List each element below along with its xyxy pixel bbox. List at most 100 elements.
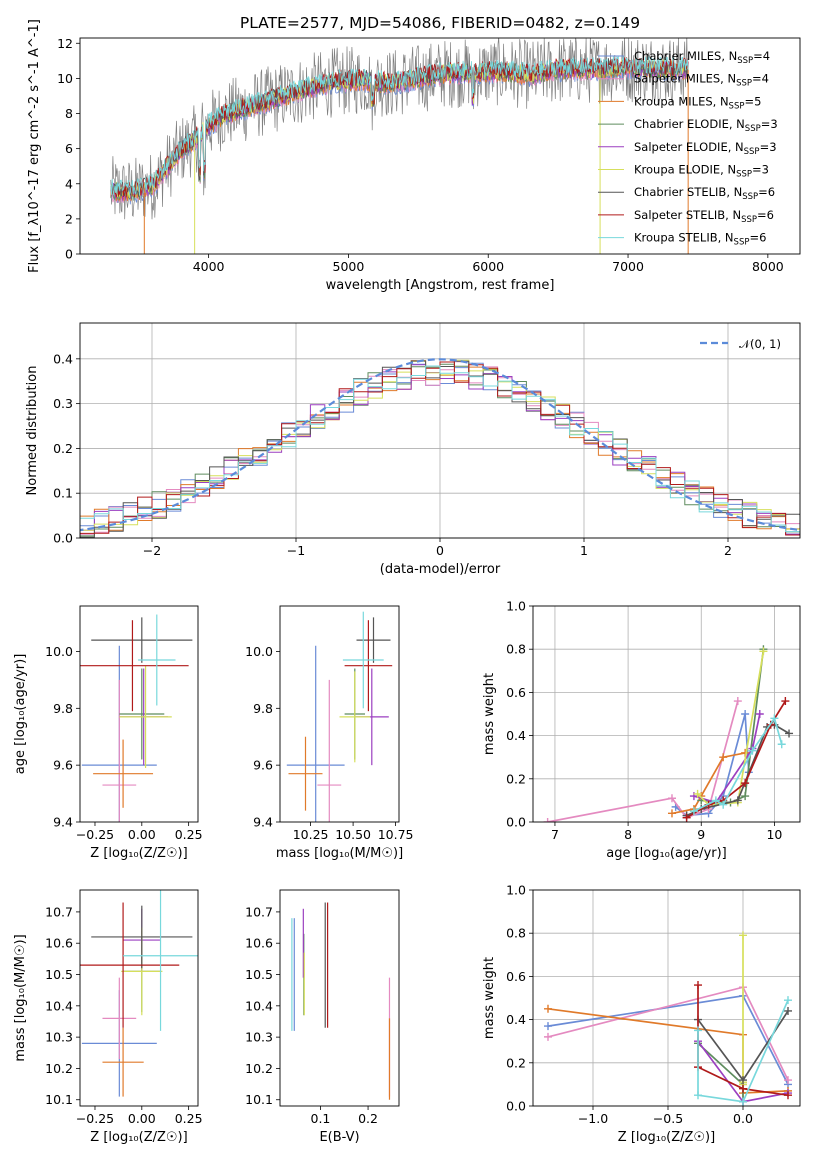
- residual-histogram-step: [80, 364, 800, 535]
- y-tick-label: 10.3: [245, 1030, 273, 1045]
- y-tick-label: 10.1: [245, 1092, 273, 1107]
- legend-subscript: SSP: [741, 215, 757, 225]
- legend-subscript: SSP: [736, 79, 752, 89]
- x-tick-label: 10.50: [335, 827, 371, 842]
- mass-weight-point: [667, 794, 676, 803]
- axes-frame: [279, 889, 400, 1107]
- x-tick-label: 0.25: [175, 1111, 203, 1126]
- legend-entry: Chabrier MILES, NSSP=4: [634, 49, 770, 66]
- x-axis-label: Z [log₁₀(Z/Z☉)]: [618, 1130, 715, 1145]
- spectrum-plot-area: [110, 38, 689, 254]
- mass-weight-point: [682, 813, 691, 822]
- residuals-chart: −2 −1 0 1 2 0.0 0.1 0.2 0.3 0.4 (data-model)/error…: [25, 322, 801, 577]
- model-spectrum-line: [110, 55, 689, 196]
- x-tick-label: 0.2: [358, 1111, 378, 1126]
- x-axis-label: Z [log₁₀(Z/Z☉)]: [90, 1130, 187, 1145]
- x-tick-label: 10.75: [378, 827, 414, 842]
- x-tick-label: 2: [724, 543, 732, 558]
- x-tick-label: 0.0: [733, 1111, 753, 1126]
- legend-entry: Salpeter ELODIE, NSSP=3: [634, 140, 777, 157]
- mass-weight-point: [667, 809, 676, 818]
- mass-weight-point: [784, 1006, 792, 1015]
- y-tick-label: 10.4: [245, 998, 273, 1013]
- mass-weight-point: [770, 714, 779, 723]
- y-tick-label: 9.4: [253, 815, 273, 830]
- mass-weight-series-line: [697, 985, 789, 1097]
- y-tick-label: 0.2: [53, 441, 73, 456]
- x-axis-label: (data-model)/error: [380, 562, 501, 577]
- y-tick-label: 0: [65, 247, 73, 262]
- y-tick-label: 1.0: [506, 599, 526, 614]
- y-tick-label: 0.8: [506, 642, 526, 657]
- y-tick-label: 6: [65, 141, 73, 156]
- y-tick-label: 10.1: [45, 1092, 73, 1107]
- legend-entry: Salpeter STELIB, NSSP=6: [634, 208, 774, 225]
- mass-weight-point: [739, 931, 747, 940]
- x-axis-label: Z [log₁₀(Z/Z☉)]: [90, 846, 187, 861]
- y-tick-label: 0.2: [506, 1055, 526, 1070]
- massweight-vs-Z-chart: −1.0 −0.5 0.0 0.0 0.2 0.4 0.6 0.8 1.0 Z [log₁₀(Z/…: [482, 883, 801, 1145]
- y-tick-label: 0.0: [506, 815, 526, 830]
- x-axis-label: wavelength [Angstrom, rest frame]: [326, 278, 555, 293]
- legend-count: =4: [753, 49, 770, 63]
- y-tick-label: 10: [57, 71, 73, 86]
- y-tick-label: 0.6: [506, 685, 526, 700]
- y-tick-label: 8: [65, 106, 73, 121]
- x-tick-label: 4000: [193, 259, 225, 274]
- axes-frame: [279, 605, 400, 823]
- mass-weight-point: [748, 746, 757, 755]
- y-tick-label: 1.0: [506, 883, 526, 898]
- y-tick-label: 0.6: [506, 969, 526, 984]
- legend-entry: Chabrier ELODIE, NSSP=3: [634, 117, 778, 134]
- y-tick-label: 0.2: [506, 771, 526, 786]
- y-tick-label: 9.8: [253, 701, 273, 716]
- mass-vs-Z-plot-area: [80, 890, 198, 1097]
- mass-weight-series-line: [693, 716, 783, 812]
- y-tick-label: 10.2: [45, 1061, 73, 1076]
- legend-count: =3: [752, 163, 769, 177]
- x-tick-label: 0.1: [311, 1111, 331, 1126]
- mass-weight-point: [777, 740, 786, 749]
- y-tick-label: 0.0: [53, 531, 73, 546]
- mass-weight-point: [733, 796, 742, 805]
- mass-vs-Z-chart: −0.25 0.00 0.25 10.1 10.2 10.3 10.4 10.5 10.6 10.…: [13, 889, 203, 1145]
- legend-entry: Kroupa STELIB, NSSP=6: [634, 231, 766, 248]
- mass-weight-point: [759, 647, 768, 656]
- massweight-vs-Z-plot-area: [544, 931, 792, 1106]
- axes-frame: [532, 605, 801, 823]
- x-tick-label: −0.25: [76, 1111, 114, 1126]
- y-tick-label: 10.4: [45, 998, 73, 1013]
- y-tick-label: 0.4: [53, 351, 73, 366]
- legend-subscript: SSP: [744, 147, 760, 157]
- figure-title: PLATE=2577, MJD=54086, FIBERID=0482, z=0…: [240, 14, 640, 32]
- mass-weight-point: [719, 800, 728, 809]
- y-tick-label: 10.7: [45, 904, 73, 919]
- x-tick-label: 0.00: [128, 827, 156, 842]
- y-tick-label: 4: [65, 176, 73, 191]
- mass-weight-point: [694, 1091, 702, 1100]
- mass-weight-point: [741, 710, 750, 718]
- x-tick-label: −0.25: [76, 827, 114, 842]
- mass-weight-series-line: [693, 713, 761, 804]
- y-tick-label: 0.3: [53, 396, 73, 411]
- mass-weight-point: [784, 996, 792, 1005]
- mass-weight-point: [543, 818, 552, 822]
- mass-weight-point: [711, 796, 720, 805]
- mass-vs-EBV-chart: 0.1 0.2 10.1 10.2 10.3 10.4 10.5 10.6 10.7 E(B-V): [245, 889, 400, 1145]
- legend-subscript: SSP: [737, 56, 753, 66]
- y-axis-label: mass weight: [482, 957, 497, 1039]
- legend-entry: Chabrier STELIB, NSSP=6: [634, 185, 775, 202]
- legend-entry: Kroupa MILES, NSSP=5: [634, 94, 761, 111]
- x-tick-label: 10.25: [293, 827, 329, 842]
- x-tick-label: −1.0: [578, 1111, 608, 1126]
- mass-weight-point: [693, 789, 702, 798]
- y-tick-label: 10.0: [45, 644, 73, 659]
- legend-count: =6: [758, 185, 775, 199]
- y-tick-label: 10.6: [245, 936, 273, 951]
- x-tick-label: 0: [436, 543, 444, 558]
- mass-weight-point: [781, 697, 790, 706]
- y-tick-label: 0.0: [506, 1099, 526, 1114]
- y-tick-label: 9.6: [253, 758, 273, 773]
- legend-count: =3: [760, 140, 777, 154]
